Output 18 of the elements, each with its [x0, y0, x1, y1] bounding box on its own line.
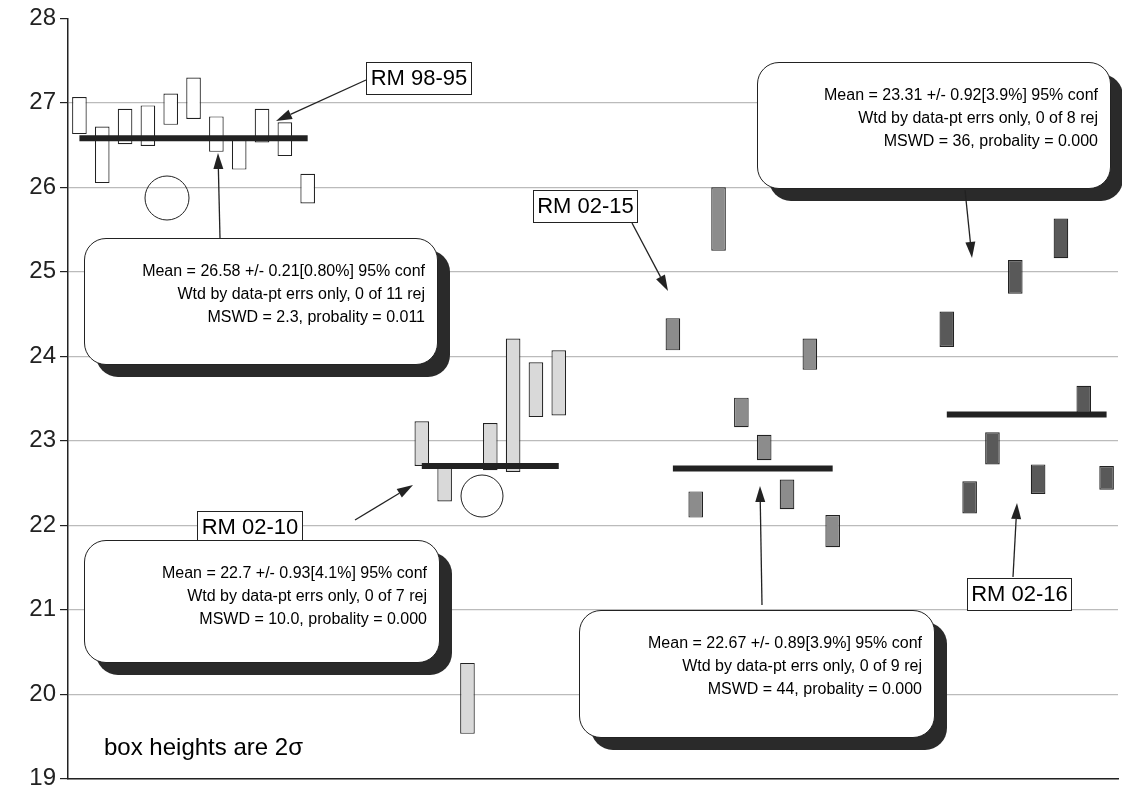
- annotation: box heights are 2σ: [104, 733, 303, 761]
- y-tick-label: 28: [29, 3, 56, 31]
- annotation: Mean = 23.31 +/- 0.92[3.9%] 95% conf Wtd by data-pt errs only, 0 of 8 rej MSWD = 36, probality = 0.000: [823, 85, 1098, 151]
- callout-box: RM 02-15: [533, 190, 638, 223]
- annotation: Mean = 22.67 +/- 0.89[3.9%] 95% conf Wtd by data-pt errs only, 0 of 9 rej MSWD = 44, probality = 0.000: [647, 633, 922, 699]
- y-tick-label: 23: [29, 425, 56, 453]
- callout-box: RM 98-95: [366, 62, 472, 95]
- y-tick-label: 21: [29, 594, 56, 622]
- y-tick-label: 24: [29, 340, 56, 368]
- y-tick-label: 25: [29, 256, 56, 284]
- y-tick-label: 27: [29, 87, 56, 115]
- callout-box: RM 02-16: [967, 578, 1072, 611]
- annotation: Mean = 22.7 +/- 0.93[4.1%] 95% conf Wtd by data-pt errs only, 0 of 7 rej MSWD = 10.0, probality = 0.000: [160, 563, 427, 629]
- annotation: Mean = 26.58 +/- 0.21[0.80%] 95% conf Wtd by data-pt errs only, 0 of 11 rej MSWD = 2.3, probality = 0.011: [141, 261, 425, 327]
- y-tick-label: 20: [29, 678, 56, 706]
- y-tick-label: 26: [29, 171, 56, 199]
- y-tick-label: 19: [29, 763, 56, 791]
- y-tick-label: 22: [29, 509, 56, 537]
